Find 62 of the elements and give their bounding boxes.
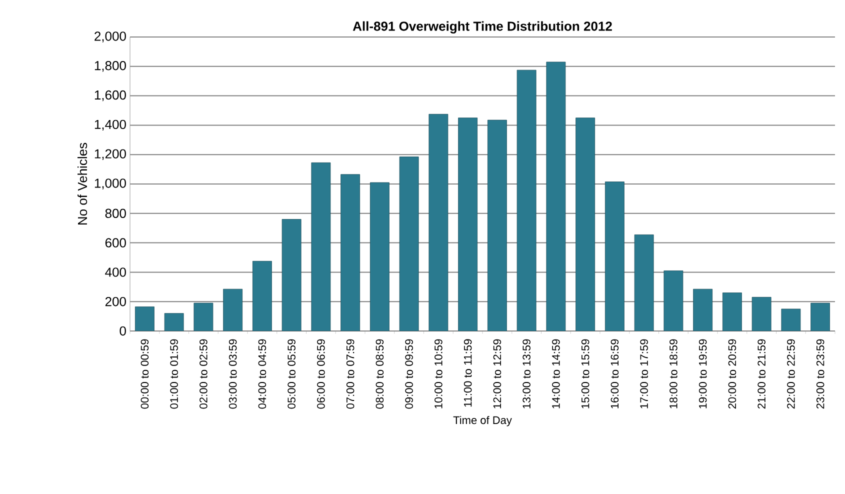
bar (810, 302, 830, 331)
x-tick-label: 17:00 to 17:59 (640, 339, 648, 408)
x-tick-label: 04:00 to 04:59 (258, 339, 266, 409)
y-tick-label: 1,200 (94, 149, 126, 160)
x-tick-label: 19:00 to 19:59 (698, 339, 707, 408)
bar (781, 308, 801, 331)
x-tick-label: 06:00 to 06:59 (317, 339, 325, 409)
x-tick-label: 11:00 to 11:59 (464, 339, 472, 407)
x-tick-label: 00:00 to 00:59 (140, 339, 149, 409)
bar (752, 296, 772, 331)
y-tick-label: 200 (105, 296, 126, 306)
bar (722, 292, 742, 331)
bar (370, 182, 390, 331)
y-tick-label: 1,600 (94, 90, 126, 102)
x-tick-label: 23:00 to 23:59 (816, 339, 824, 409)
bar (194, 302, 214, 331)
x-axis-title: Time of Day (453, 416, 512, 426)
x-tick-label: 09:00 to 09:59 (405, 339, 413, 409)
y-tick-label: 600 (105, 238, 126, 248)
bar (634, 234, 654, 331)
x-tick-label: 01:00 to 01:59 (170, 339, 178, 409)
bar (311, 162, 331, 331)
bar (546, 62, 566, 331)
bar (164, 313, 184, 331)
bar (134, 306, 154, 331)
bar (223, 288, 243, 331)
bar (282, 219, 302, 331)
x-tick-label: 14:00 to 14:59 (552, 339, 560, 408)
y-tick-label: 1,800 (94, 61, 126, 72)
y-tick-label: 0 (120, 326, 126, 336)
bar (487, 120, 507, 331)
x-tick-label: 02:00 to 02:59 (200, 339, 208, 409)
x-tick-label: 15:00 to 15:59 (581, 339, 590, 408)
bar (693, 288, 713, 331)
bar (458, 118, 478, 331)
bar (399, 156, 419, 331)
x-tick-label: 05:00 to 05:59 (288, 339, 296, 409)
y-tick-label: 1,000 (94, 178, 126, 190)
y-axis-title: No of Vehicles (78, 142, 88, 224)
bar (604, 182, 624, 331)
chart-title: All-891 Overweight Time Distribution 2012 (352, 21, 612, 34)
y-tick-label: 800 (105, 208, 126, 218)
x-tick-label: 08:00 to 08:59 (376, 339, 384, 409)
x-tick-label: 18:00 to 18:59 (670, 339, 678, 408)
y-tick-label: 1,400 (94, 120, 126, 131)
x-tick-label: 22:00 to 22:59 (787, 339, 795, 409)
bar (516, 70, 536, 331)
x-tick-label: 16:00 to 16:59 (610, 339, 619, 408)
bar (576, 118, 596, 331)
bar (340, 174, 360, 331)
bar (664, 270, 684, 331)
x-tick-label: 21:00 to 21:59 (758, 339, 766, 409)
x-tick-label: 07:00 to 07:59 (346, 339, 354, 409)
y-tick-label: 2,000 (94, 32, 126, 42)
bar (428, 114, 448, 331)
bar (252, 260, 272, 331)
x-tick-label: 12:00 to 12:59 (493, 339, 502, 408)
x-tick-label: 20:00 to 20:59 (728, 339, 736, 409)
y-tick-label: 400 (105, 268, 126, 277)
x-tick-label: 10:00 to 10:59 (434, 339, 442, 408)
x-tick-label: 03:00 to 03:59 (228, 339, 237, 409)
x-tick-label: 13:00 to 13:59 (522, 339, 530, 408)
